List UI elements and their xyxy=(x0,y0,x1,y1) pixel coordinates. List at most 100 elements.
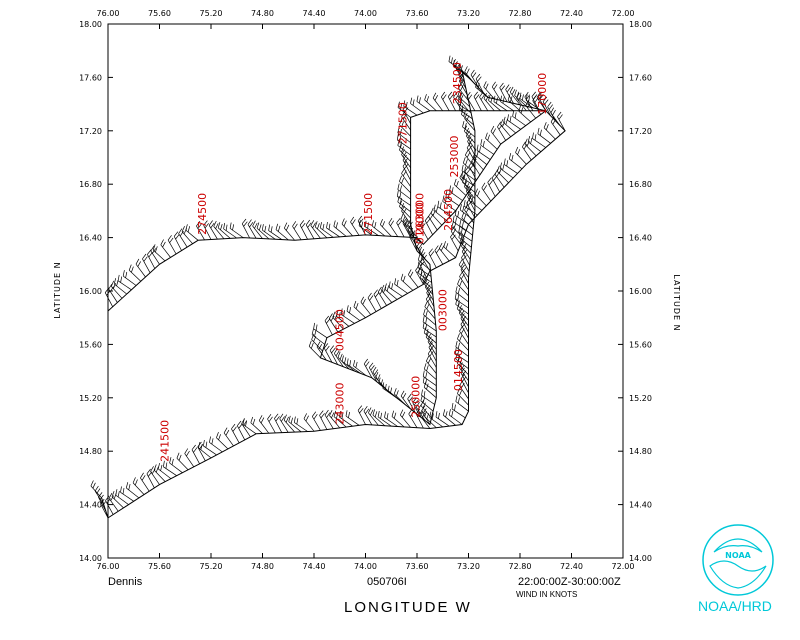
wind-barb-flag xyxy=(341,412,344,419)
wind-barb-flag xyxy=(110,280,115,287)
wind-barb-flag xyxy=(178,228,183,234)
logo-text: NOAA xyxy=(725,551,751,560)
wind-barb-flag xyxy=(534,134,537,141)
wind-barb-flag xyxy=(457,349,460,356)
wind-barb-flag xyxy=(422,322,425,329)
wind-barb-flag xyxy=(292,221,297,227)
wind-barb xyxy=(333,226,347,237)
wind-barb-flag xyxy=(403,100,406,107)
wind-barb-flag xyxy=(526,94,531,100)
wind-barb-flag xyxy=(135,258,140,265)
wind-barb-flag xyxy=(365,408,370,414)
wind-barb xyxy=(507,99,521,112)
wind-barb-flag xyxy=(305,415,309,422)
wind-barb-flag xyxy=(408,408,413,415)
wind-barb-flag xyxy=(443,241,446,248)
time-label: 004500 xyxy=(334,309,347,351)
wind-barb-flag xyxy=(362,298,366,305)
wind-barb-flag xyxy=(397,183,400,190)
wind-barb xyxy=(424,368,437,380)
wind-barb xyxy=(393,393,406,406)
time-labels: 241500 243000 250000 014500 004500 003000 2715… xyxy=(159,62,549,462)
wind-barb-flag xyxy=(422,408,427,414)
wind-barb-flag xyxy=(419,263,422,270)
x-tick-label-bottom: 73.20 xyxy=(457,562,480,571)
wind-barb-flag xyxy=(311,333,315,340)
wind-barb-flag xyxy=(382,382,385,389)
wind-barb-flag xyxy=(491,172,496,179)
wind-barb-flag xyxy=(457,288,460,295)
wind-barb-flag xyxy=(329,345,334,351)
wind-barb-flag xyxy=(468,145,473,151)
y-tick-label-right: 18.00 xyxy=(629,20,652,29)
wind-barb-flag xyxy=(175,234,180,240)
wind-barb xyxy=(169,462,183,473)
wind-barb-flag xyxy=(120,276,123,283)
wind-barb xyxy=(509,158,523,170)
wind-barb-flag xyxy=(99,494,104,501)
wind-barb xyxy=(410,103,424,114)
wind-barb-flag xyxy=(438,412,440,419)
wind-barb xyxy=(242,424,257,435)
wind-barb-flag xyxy=(548,104,553,110)
wind-barb-flag xyxy=(223,427,228,434)
x-tick-label-bottom: 74.00 xyxy=(354,562,377,571)
wind-barb-flag xyxy=(460,228,463,235)
time-label: 234500 xyxy=(451,62,464,104)
wind-barb-flag xyxy=(275,416,280,422)
wind-barb-flag xyxy=(461,221,464,228)
wind-barb-flag xyxy=(400,213,404,220)
wind-barb-flag xyxy=(141,475,146,481)
wind-barb-flag xyxy=(460,261,465,268)
wind-barb-flag xyxy=(417,254,421,261)
wind-barb-flag xyxy=(375,292,380,298)
wind-barb-flag xyxy=(343,220,347,227)
wind-barb-flag xyxy=(458,231,461,238)
wind-barb-flag xyxy=(468,194,471,201)
wind-barb xyxy=(229,228,244,238)
wind-barb-flag xyxy=(511,154,514,161)
wind-barb-flag xyxy=(179,230,184,237)
wind-barb-flag xyxy=(323,343,329,349)
wind-barb xyxy=(363,410,373,426)
x-tick-label-top: 73.20 xyxy=(457,9,480,18)
wind-barb-flag xyxy=(357,215,363,222)
wind-barb-flag xyxy=(512,110,515,117)
wind-barb xyxy=(518,111,531,123)
wind-barb-flag xyxy=(533,98,538,104)
wind-barb-flag xyxy=(466,91,471,98)
time-label: 170000 xyxy=(536,73,549,115)
wind-barb-flag xyxy=(427,348,432,354)
wind-barb-flag xyxy=(404,220,409,227)
wind-barb-flag xyxy=(426,218,431,224)
wind-barb xyxy=(503,122,516,134)
wind-barb xyxy=(160,244,171,258)
wind-barb-flag xyxy=(464,149,469,156)
wind-barb-flag xyxy=(410,228,413,235)
wind-barb-flag xyxy=(326,318,331,324)
wind-barb-flag xyxy=(147,249,152,255)
wind-barb-flag xyxy=(293,223,298,229)
wind-barb-flag xyxy=(428,342,433,348)
wind-barb-flag xyxy=(457,333,460,340)
wind-barb-flag xyxy=(492,128,497,134)
wind-barb-flag xyxy=(421,389,423,396)
y-tick-label-left: 14.40 xyxy=(79,501,102,510)
wind-barb-flag xyxy=(131,266,134,273)
wind-barb-flag xyxy=(536,92,541,98)
wind-barb-flag xyxy=(315,324,318,331)
wind-barb-flag xyxy=(270,226,273,233)
wind-barb-flag xyxy=(483,81,487,87)
wind-barb-flag xyxy=(171,458,174,465)
wind-barb xyxy=(173,236,182,251)
wind-barb xyxy=(460,324,469,339)
wind-barb-flag xyxy=(467,191,472,197)
wind-barb-flag xyxy=(466,201,468,208)
wind-barb-flag xyxy=(116,280,119,286)
wind-barb-flag xyxy=(442,195,445,202)
wind-barb-flag xyxy=(461,212,465,219)
wind-barb-flag xyxy=(460,313,465,319)
wind-barbs xyxy=(90,55,566,519)
wind-barb-flag xyxy=(339,411,341,418)
wind-barb xyxy=(209,442,223,453)
